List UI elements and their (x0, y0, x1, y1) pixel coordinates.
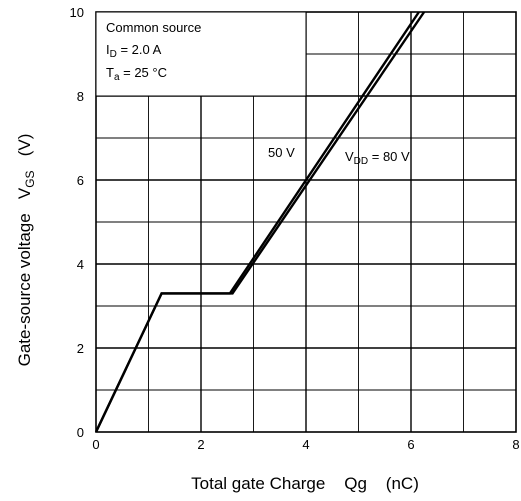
tick-labels: 0 2 4 6 8 0 2 4 6 8 10 (70, 5, 520, 452)
x-tick-label: 2 (197, 437, 204, 452)
condition-common-source: Common source (106, 20, 201, 35)
series-line-1 (94, 11, 426, 433)
conditions-box: Common source ID = 2.0 A Ta = 25 °C (95, 11, 307, 97)
x-tick-label: 8 (512, 437, 519, 452)
x-tick-label: 0 (92, 437, 99, 452)
x-tick-label: 6 (407, 437, 414, 452)
y-tick-label: 2 (77, 341, 84, 356)
y-tick-label: 8 (77, 89, 84, 104)
x-tick-label: 4 (302, 437, 309, 452)
y-tick-label: 4 (77, 257, 84, 272)
curve-label-80v: VDD = 80 V (345, 149, 410, 167)
x-axis-title: Total gate Charge Qg (nC) (191, 474, 419, 493)
condition-drain-current: ID = 2.0 A (106, 42, 162, 60)
series-lines (94, 11, 426, 433)
y-tick-label: 6 (77, 173, 84, 188)
y-axis-title: Gate-source voltage VGS (V) (15, 134, 37, 367)
curve-label-50v: 50 V (268, 145, 295, 160)
y-tick-label: 0 (77, 425, 84, 440)
condition-ambient-temp: Ta = 25 °C (106, 65, 167, 83)
y-tick-label: 10 (70, 5, 84, 20)
